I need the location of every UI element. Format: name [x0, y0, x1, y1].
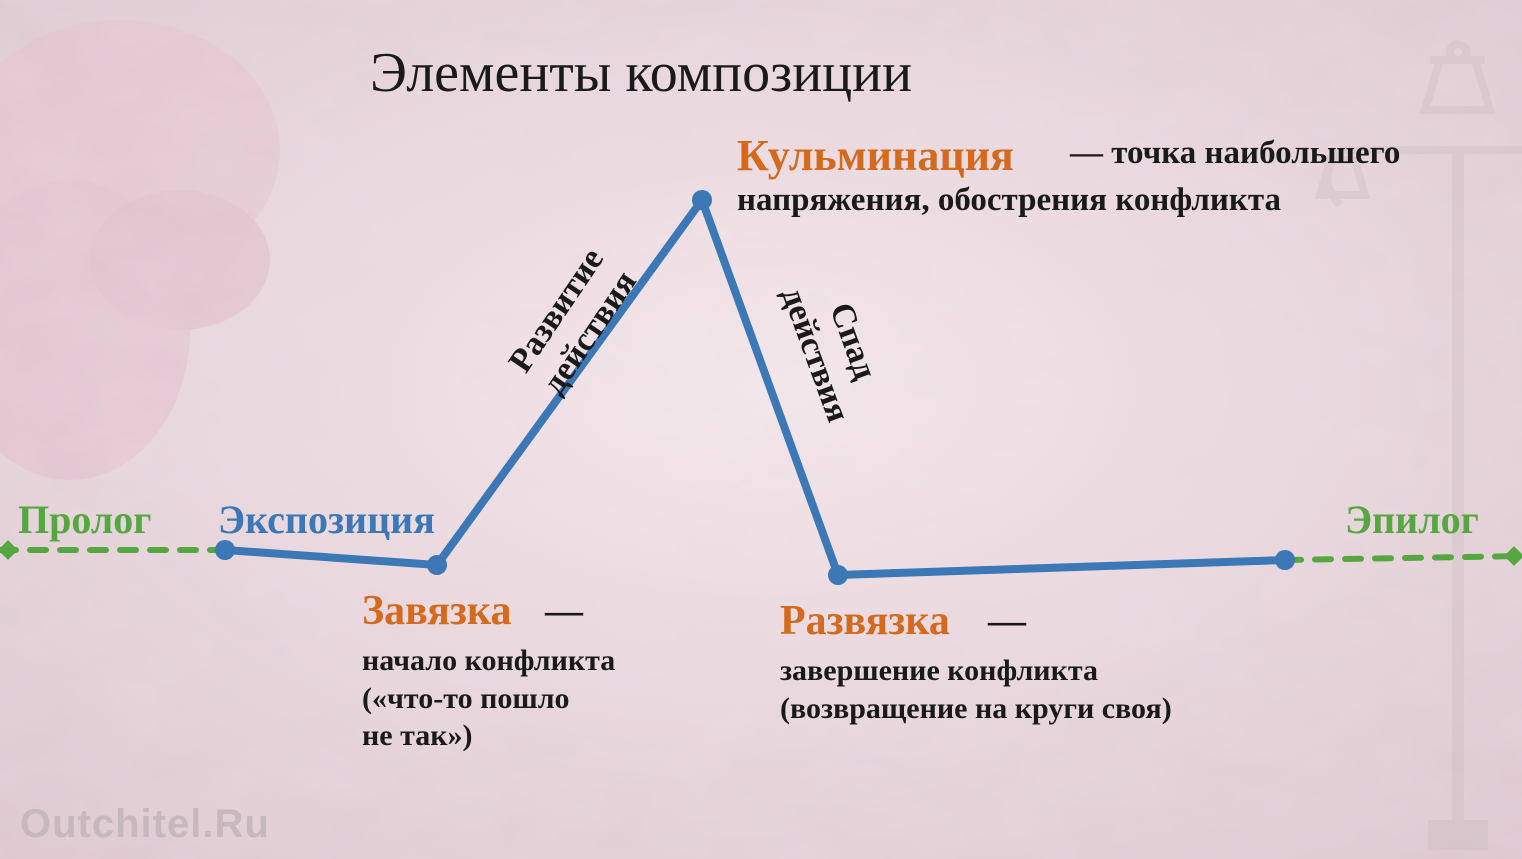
label-epilogue: Эпилог	[1345, 495, 1479, 545]
diagram-stage: Развитие действия Спад действия Элементы…	[0, 0, 1522, 859]
label-exposition: Экспозиция	[218, 495, 435, 545]
node-razvyazka	[828, 565, 848, 585]
label-prologue: Пролог	[18, 495, 151, 545]
label-climax-desc-2: напряжения, обострения конфликта	[737, 180, 1281, 221]
label-zavyazka-dash: —	[545, 588, 583, 636]
epilogue-line	[1285, 556, 1522, 560]
label-razvyazka-dash: —	[988, 598, 1026, 646]
node-climax	[692, 190, 712, 210]
node-zavyazka	[427, 555, 447, 575]
node-epilog	[1275, 550, 1295, 570]
label-razvyazka-term: Развязка	[780, 595, 950, 648]
label-razvyazka-desc: завершение конфликта (возвращение на кру…	[780, 652, 1172, 727]
label-zavyazka-desc: начало конфликта («что-то пошло не так»)	[362, 642, 615, 755]
epilogue-end-marker	[1504, 546, 1522, 566]
page-title: Элементы композиции	[370, 38, 912, 108]
prologue-end-marker	[0, 540, 18, 560]
label-climax-desc-1: — точка наибольшего	[1070, 133, 1400, 174]
watermark: Outchitel.Ru	[20, 802, 270, 847]
label-climax-term: Кульминация	[737, 128, 1014, 183]
label-zavyazka-term: Завязка	[362, 585, 511, 638]
